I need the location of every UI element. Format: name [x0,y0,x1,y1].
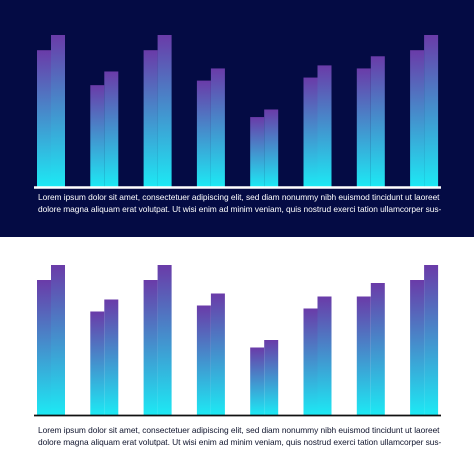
light-bar-series-1-item-7 [356,296,371,415]
dark-caption-line-2: dolore magna aliquam erat volutpat. Ut w… [38,203,442,214]
light-bar-series-1-item-8 [410,280,425,415]
dark-bar-series-1-item-2 [90,85,105,187]
dark-bar-series-2-item-6 [317,65,332,187]
light-bar-series-2-item-7 [370,283,385,415]
light-caption-line-1: Lorem ipsum dolor sit amet, consectetuer… [38,425,440,435]
dark-bar-chart [34,35,441,189]
dark-bar-series-1-item-1 [37,50,51,188]
light-bar-series-1-item-1 [37,280,51,415]
light-chart-caption: Lorem ipsum dolor sit amet, consectetuer… [38,425,458,448]
light-caption-line-2: dolore magna aliquam erat volutpat. Ut w… [38,436,442,447]
light-bar-chart [34,265,441,417]
dark-caption-line-1: Lorem ipsum dolor sit amet, consectetuer… [38,192,440,202]
dark-bar-series-1-item-7 [356,68,371,187]
light-bar-series-1-item-3 [143,280,158,415]
light-bar-series-2-item-1 [51,265,65,415]
light-bar-series-2-item-8 [424,265,439,415]
light-bar-series-1-item-6 [303,308,318,415]
dark-bar-series-1-item-4 [196,80,211,187]
light-bar-series-2-item-6 [317,296,332,415]
light-bar-series-2-item-4 [210,293,225,415]
light-bar-series-2-item-2 [104,299,119,415]
dark-bar-series-1-item-6 [303,77,318,187]
dark-bar-series-1-item-5 [250,117,265,187]
dark-bar-series-2-item-5 [264,109,279,187]
dark-bar-series-2-item-2 [104,71,119,187]
dark-chart-caption: Lorem ipsum dolor sit amet, consectetuer… [38,192,458,215]
light-bar-series-2-item-3 [157,265,172,415]
dark-bar-series-2-item-4 [210,68,225,187]
dark-bar-series-1-item-8 [410,50,425,188]
light-bar-series-1-item-4 [196,305,211,415]
dark-bar-series-2-item-7 [370,56,385,187]
light-chart-panel: Lorem ipsum dolor sit amet, consectetuer… [0,237,474,474]
dark-bar-series-2-item-3 [157,35,172,187]
dark-bar-series-2-item-1 [51,35,65,187]
dark-chart-panel: Lorem ipsum dolor sit amet, consectetuer… [0,0,474,237]
dark-bar-series-1-item-3 [143,50,158,188]
light-bar-series-1-item-2 [90,311,105,415]
dark-bar-series-2-item-8 [424,35,439,187]
light-bar-series-1-item-5 [250,347,265,415]
light-bar-series-2-item-5 [264,340,279,415]
